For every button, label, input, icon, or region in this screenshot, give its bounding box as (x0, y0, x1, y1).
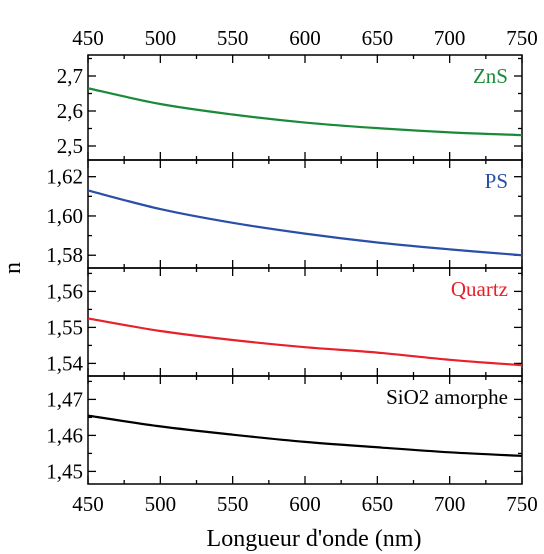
y-tick-label: 2,6 (57, 99, 83, 123)
panel-1: 2,5 2,6 2,7 ZnS (57, 54, 523, 161)
series-line-4 (87, 414, 523, 458)
series-label: ZnS (473, 64, 508, 88)
y-tick-label: 1,56 (46, 279, 83, 303)
bottom-x-axis: 450 500 550 600 650 700 750 (72, 492, 538, 516)
series-label: PS (485, 169, 508, 193)
x-tick-label-top: 450 (72, 26, 104, 50)
y-tick-label: 2,5 (57, 134, 83, 158)
x-tick-label-bottom: 550 (217, 492, 249, 516)
chart-panels: 2,5 2,6 2,7 ZnS 1,58 1,60 1,62 PS 1,54 1,55 1,56 Qu… (46, 54, 523, 485)
y-tick-label: 2,7 (57, 64, 83, 88)
x-tick-label-top: 500 (145, 26, 177, 50)
x-tick-label-bottom: 750 (506, 492, 538, 516)
panel-3: 1,54 1,55 1,56 Quartz (46, 267, 523, 377)
panel-2: 1,58 1,60 1,62 PS (46, 159, 523, 269)
x-tick-label-top: 650 (362, 26, 394, 50)
y-tick-label: 1,45 (46, 459, 83, 483)
x-tick-label-top: 700 (434, 26, 466, 50)
series-line-2 (87, 189, 523, 257)
series-label: Quartz (451, 277, 508, 301)
y-tick-label: 1,58 (46, 243, 83, 267)
series-line-1 (87, 87, 523, 137)
x-tick-label-top: 550 (217, 26, 249, 50)
x-tick-label-bottom: 500 (145, 492, 177, 516)
y-tick-label: 1,47 (46, 387, 83, 411)
top-x-axis: 450 500 550 600 650 700 750 (72, 26, 538, 50)
x-tick-label-bottom: 700 (434, 492, 466, 516)
x-tick-label-top: 600 (289, 26, 321, 50)
y-tick-label: 1,62 (46, 165, 83, 189)
panel-frame (87, 54, 523, 161)
panel-frame (87, 159, 523, 269)
y-tick-label: 1,46 (46, 423, 83, 447)
y-tick-label: 1,55 (46, 315, 83, 339)
y-tick-label: 1,54 (46, 351, 83, 375)
x-axis-title: Longueur d'onde (nm) (207, 526, 422, 552)
series-line-3 (87, 317, 523, 367)
x-tick-label-top: 750 (506, 26, 538, 50)
x-tick-label-bottom: 600 (289, 492, 321, 516)
series-label: SiO2 amorphe (386, 385, 508, 409)
x-tick-label-bottom: 450 (72, 492, 104, 516)
y-axis-title: n (0, 262, 26, 274)
x-tick-label-bottom: 650 (362, 492, 394, 516)
y-tick-label: 1,60 (46, 204, 83, 228)
panel-4: 1,45 1,46 1,47 SiO2 amorphe (46, 375, 523, 485)
